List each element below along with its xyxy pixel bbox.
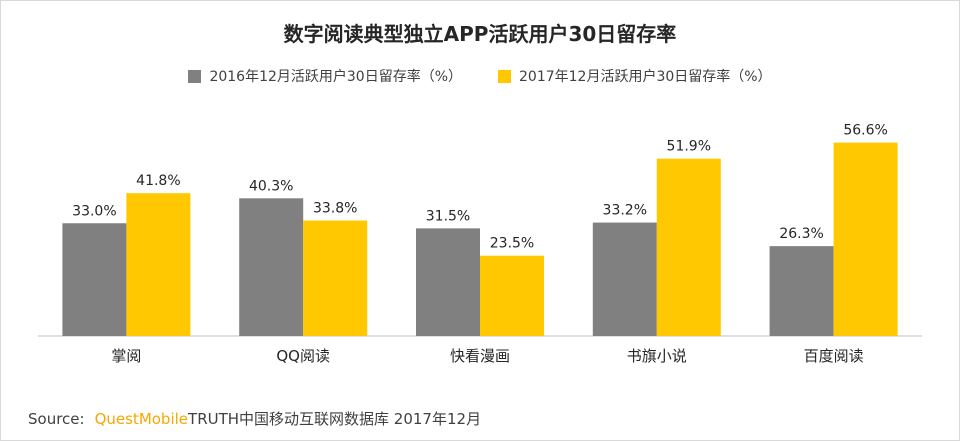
category-label-2: 快看漫画 <box>450 347 510 365</box>
data-label-s2-4: 56.6% <box>843 123 887 139</box>
data-label-s2-0: 41.8% <box>136 173 180 189</box>
data-label-s2-2: 23.5% <box>490 236 534 252</box>
category-label-4: 百度阅读 <box>804 347 864 365</box>
category-label-1: QQ阅读 <box>276 347 330 365</box>
legend-item-2016: 2016年12月活跃用户30日留存率（%） <box>188 66 462 86</box>
legend: 2016年12月活跃用户30日留存率（%） 2017年12月活跃用户30日留存率… <box>0 66 960 86</box>
bar-s1-4 <box>769 246 834 336</box>
data-label-s1-4: 26.3% <box>779 226 823 242</box>
bar-s2-1 <box>303 220 368 336</box>
data-label-s1-3: 33.2% <box>603 203 647 219</box>
category-label-0: 掌阅 <box>111 347 141 365</box>
bar-s1-1 <box>239 198 304 336</box>
source-label: Source: <box>28 410 85 428</box>
bar-s2-2 <box>480 255 544 336</box>
legend-item-2017: 2017年12月活跃用户30日留存率（%） <box>498 66 772 86</box>
category-label-3: 书旗小说 <box>627 347 687 365</box>
source-note: Source: QuestMobileTRUTH中国移动互联网数据库 2017年1… <box>28 408 481 429</box>
legend-swatch-2017 <box>498 69 511 83</box>
data-label-s1-2: 31.5% <box>426 208 470 224</box>
chart-title: 数字阅读典型独立APP活跃用户30日留存率 <box>283 22 677 46</box>
legend-label-2016: 2016年12月活跃用户30日留存率（%） <box>209 69 462 85</box>
data-label-s1-1: 40.3% <box>249 178 293 194</box>
data-label-s1-0: 33.0% <box>72 203 116 219</box>
source-brand: QuestMobile <box>94 410 189 428</box>
bar-s1-2 <box>416 228 480 336</box>
bar-s1-0 <box>62 223 127 336</box>
data-label-s2-3: 51.9% <box>667 139 711 155</box>
data-label-s2-1: 33.8% <box>313 201 357 217</box>
bar-s2-4 <box>833 142 898 336</box>
bar-s2-0 <box>126 193 191 336</box>
legend-label-2017: 2017年12月活跃用户30日留存率（%） <box>519 69 772 85</box>
bar-s2-3 <box>656 158 721 336</box>
bar-s1-3 <box>592 222 657 336</box>
legend-swatch-2016 <box>188 69 202 83</box>
source-text: TRUTH中国移动互联网数据库 2017年12月 <box>188 410 482 428</box>
